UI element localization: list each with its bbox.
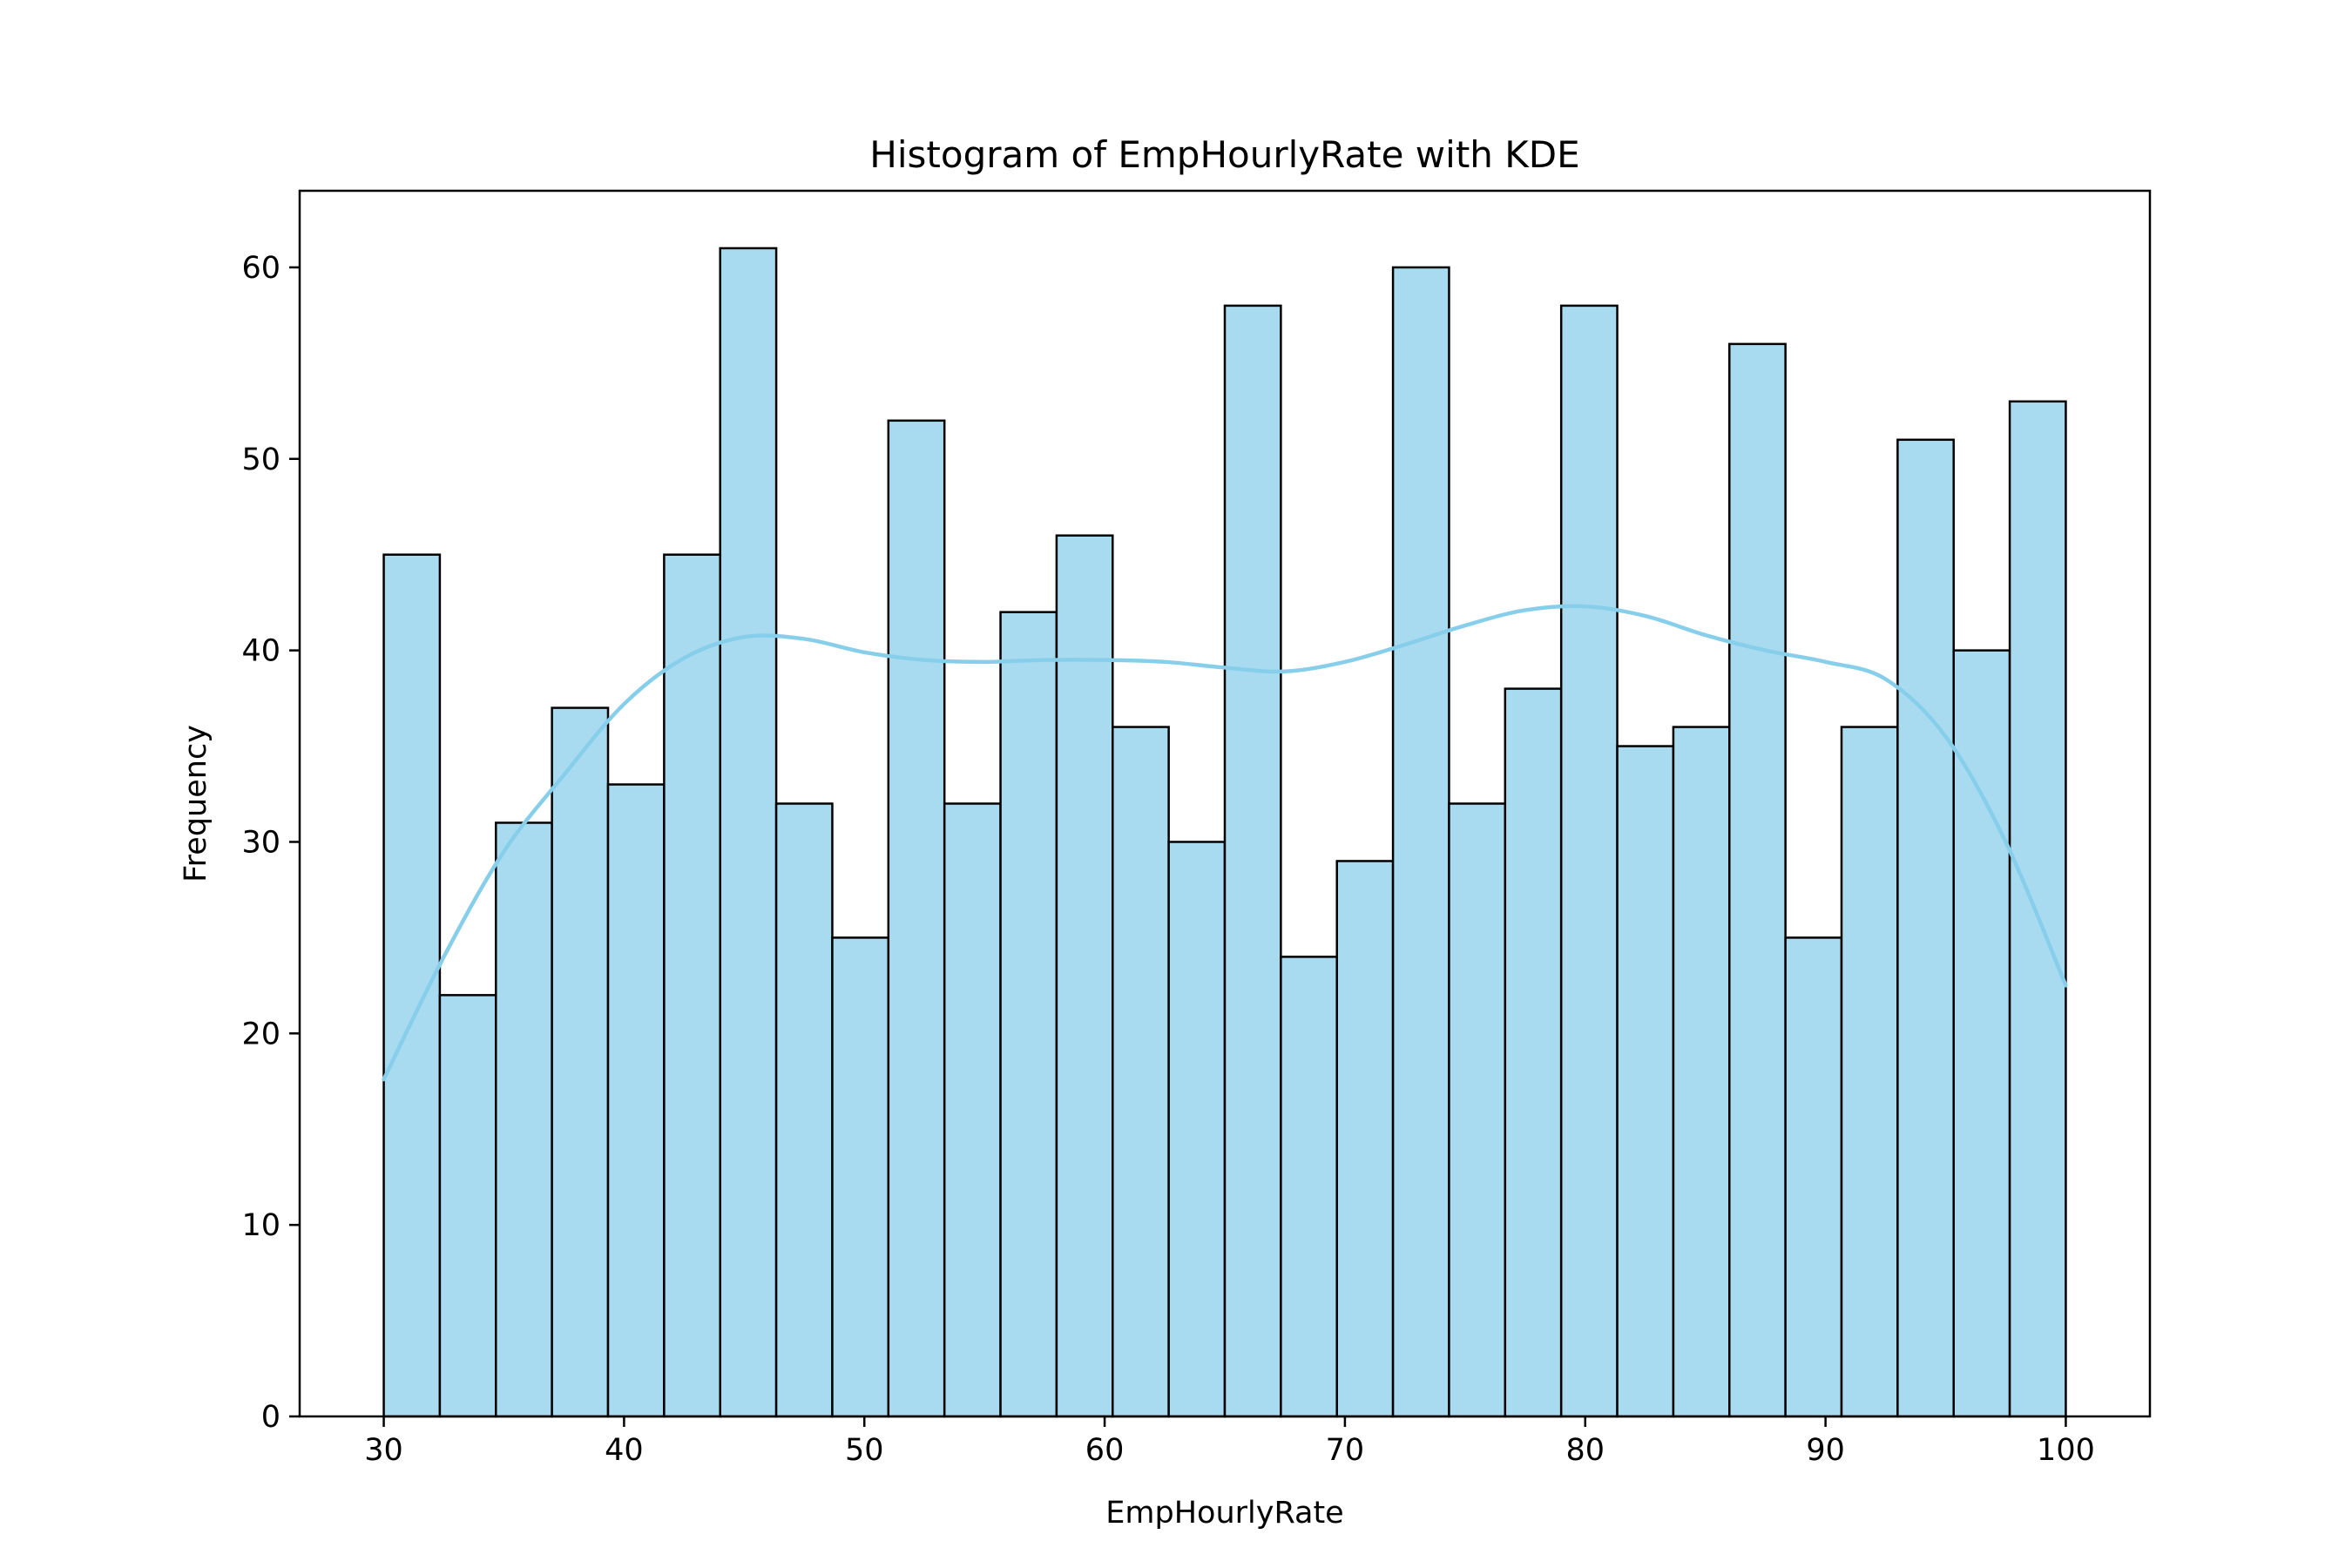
histogram-bar-29	[1952, 649, 2011, 1418]
histogram-bar-10	[887, 419, 946, 1418]
x-tick-label: 70	[1326, 1433, 1365, 1468]
y-tick-label: 10	[241, 1208, 280, 1243]
histogram-bars	[382, 247, 2067, 1418]
x-tick-label: 100	[2037, 1433, 2095, 1468]
histogram-bar-19	[1391, 266, 1450, 1418]
histogram-bar-23	[1616, 745, 1675, 1418]
histogram-bar-28	[1896, 438, 1955, 1418]
x-axis-label: EmpHourlyRate	[1105, 1496, 1343, 1531]
kde-curve-group	[382, 604, 2068, 1082]
x-tick-label: 90	[1806, 1433, 1845, 1468]
histogram-bar-24	[1672, 726, 1731, 1418]
histogram-bar-12	[999, 611, 1058, 1418]
y-tick-label: 60	[241, 251, 280, 286]
x-tick-label: 40	[605, 1433, 644, 1468]
y-tick-label: 40	[241, 634, 280, 669]
histogram-bar-14	[1112, 726, 1170, 1418]
x-tick-label: 80	[1565, 1433, 1605, 1468]
y-tick-label: 20	[241, 1017, 280, 1051]
histogram-bar-20	[1448, 802, 1507, 1418]
y-tick-label: 50	[241, 443, 280, 477]
histogram-bar-18	[1335, 860, 1395, 1418]
histogram-bar-15	[1167, 841, 1227, 1418]
histogram-bar-6	[663, 553, 721, 1418]
y-axis-label: Frequency	[179, 725, 213, 882]
histogram-bar-30	[2008, 400, 2067, 1418]
histogram-bar-13	[1055, 534, 1114, 1418]
y-tick-label: 0	[261, 1400, 280, 1435]
histogram-bar-3	[495, 821, 553, 1418]
histogram-bar-11	[943, 802, 1002, 1418]
histogram-bar-7	[719, 247, 778, 1418]
chart-title: Histogram of EmpHourlyRate with KDE	[869, 133, 1579, 176]
histogram-bar-16	[1223, 304, 1282, 1418]
x-axis-ticks: 30 40 50 60 70 80 90 100	[364, 1416, 2095, 1468]
histogram-bar-25	[1728, 342, 1787, 1418]
histogram-bar-17	[1280, 956, 1338, 1418]
histogram-bar-9	[831, 936, 890, 1418]
histogram-bar-4	[551, 706, 610, 1418]
x-tick-label: 60	[1085, 1433, 1125, 1468]
x-tick-label: 30	[364, 1433, 403, 1468]
histogram-bar-22	[1559, 304, 1619, 1418]
histogram-bar-26	[1784, 936, 1843, 1418]
y-axis-ticks: 0 10 20 30 40 50 60	[241, 251, 300, 1435]
plot-frame	[298, 189, 2152, 1418]
histogram-bar-5	[606, 783, 666, 1418]
histogram-bar-2	[438, 994, 497, 1418]
histogram-bar-8	[774, 802, 834, 1418]
histogram-bar-27	[1840, 726, 1899, 1418]
kde-line	[382, 604, 2068, 1082]
x-tick-label: 50	[845, 1433, 884, 1468]
histogram-bar-1	[382, 553, 442, 1418]
y-tick-label: 30	[241, 825, 280, 860]
histogram-bar-21	[1504, 687, 1563, 1418]
